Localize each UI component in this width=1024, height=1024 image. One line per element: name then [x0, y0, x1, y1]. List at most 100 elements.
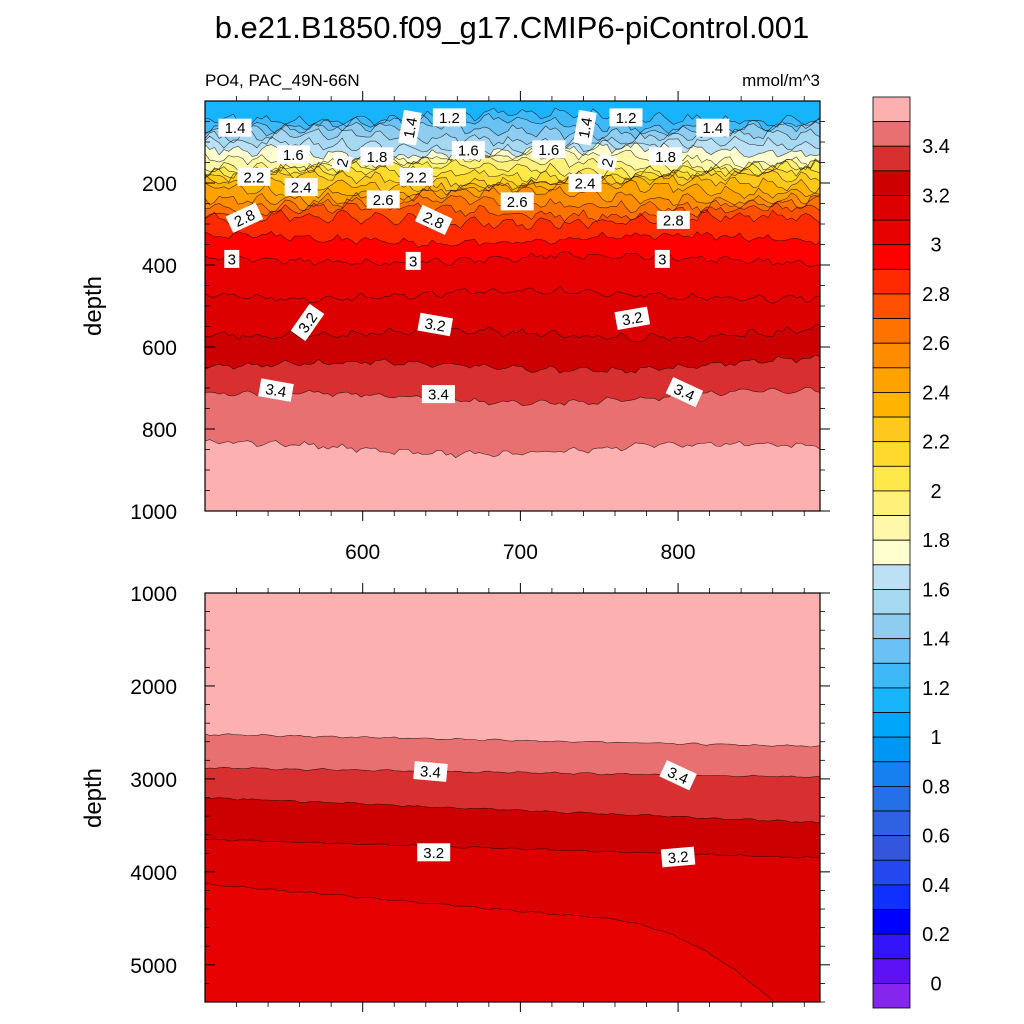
contour-label: 3.2: [417, 312, 454, 337]
upper-contour-2.2: [205, 169, 820, 189]
contour-label-text: 3: [658, 251, 666, 268]
lower-contour-lines: [205, 733, 820, 1002]
y-tick-label: 600: [142, 337, 177, 360]
colorbar-box: [872, 441, 911, 467]
colorbar-box: [872, 367, 911, 393]
upper-y-axis-label: depth: [80, 276, 107, 336]
colorbar-box: [872, 810, 911, 837]
colorbar-box: [872, 539, 911, 566]
contour-label-bg: [421, 385, 455, 404]
contour-label-bg: [659, 760, 697, 791]
contour-label-text: 3.2: [667, 849, 689, 868]
contour-label-bg: [665, 376, 704, 408]
upper-contour-2.8: [205, 209, 820, 231]
contour-label: 1.6: [276, 145, 310, 164]
contour-label-bg: [649, 147, 682, 166]
contour-label: 1.4: [696, 118, 730, 137]
contour-label-text: 2.8: [663, 212, 684, 229]
contour-label-text: 3: [409, 253, 417, 270]
figure-title: b.e21.B1850.f09_g17.CMIP6-piControl.001: [215, 10, 810, 45]
y-tick-label: 1000: [130, 501, 177, 524]
contour-label-bg: [573, 109, 597, 146]
contour-label-bg: [660, 846, 696, 868]
contour-label-text: 3.4: [264, 381, 287, 401]
colorbar-box: [872, 958, 911, 984]
upper-contour-3.3: [205, 354, 820, 374]
colorbar-box: [872, 490, 911, 516]
contour-label-bg: [596, 152, 618, 173]
colorbar-box: [872, 318, 911, 344]
upper-contour-labels: 1.4 1.2 1.4 1.4 1.2 1.4 1.6 2 1.8 1.6 1.6 2 1.8 2.2 2.…: [218, 108, 730, 408]
upper-fill-band-3.5: [205, 439, 820, 511]
colorbar-box: [872, 465, 911, 492]
contour-label: 2.2: [237, 167, 271, 186]
upper-right-label: mmol/m^3: [742, 71, 820, 90]
upper-contour-2.1: [205, 163, 820, 185]
colorbar-label: 1: [930, 727, 941, 749]
colorbar-box: [872, 859, 911, 886]
contour-label-bg: [237, 167, 271, 186]
contour-label: 2.4: [568, 174, 602, 193]
colorbar-box: [872, 564, 911, 590]
colorbar-box: [872, 342, 911, 369]
contour-label-text: 1.2: [616, 110, 637, 127]
lower-fill-band-3.1: [205, 883, 775, 1002]
contour-label-bg: [656, 210, 690, 229]
contour-label-text: 1.4: [225, 120, 246, 137]
contour-label: 3: [654, 249, 670, 268]
contour-label-text: 2.6: [373, 192, 394, 209]
contour-label: 3.2: [614, 306, 651, 331]
contour-label-bg: [290, 303, 325, 342]
colorbar-box: [872, 662, 911, 689]
contour-label: 2: [596, 152, 618, 173]
contour-label-bg: [417, 312, 454, 337]
colorbar-box: [872, 145, 911, 172]
colorbar-box: [872, 268, 911, 295]
contour-label-text: 3.4: [419, 763, 441, 782]
contour-label-bg: [532, 140, 566, 159]
colorbar-label: 0.2: [922, 924, 950, 946]
contour-label: 3: [405, 251, 421, 270]
colorbar-label: 3.4: [922, 136, 950, 158]
contour-label: 1.6: [451, 141, 485, 160]
contour-label-bg: [413, 761, 448, 782]
upper-contour-1.9: [205, 154, 820, 174]
colorbar-box: [872, 835, 911, 861]
contour-label: 3.2: [417, 843, 451, 862]
colorbar-label: 1.8: [922, 530, 950, 552]
contour-label: 1.8: [360, 147, 394, 166]
colorbar-label: 2.2: [922, 432, 950, 454]
contour-label: 2.6: [500, 192, 534, 211]
upper-contour-fills: [205, 101, 820, 511]
contour-label-text: 1.4: [401, 116, 421, 139]
contour-label: 2.2: [399, 167, 433, 186]
contour-label-text: 1.4: [576, 116, 596, 139]
colorbar-box: [872, 638, 911, 664]
contour-label: 1.4: [218, 118, 252, 137]
contour-label-bg: [331, 152, 353, 173]
contour-label-bg: [451, 141, 485, 160]
contour-label-bg: [414, 204, 453, 236]
contour-label-text: 1.6: [538, 142, 559, 159]
colorbar-label: 2.6: [922, 333, 950, 355]
colorbar: 0 0.2 0.4 0.6 0.8 1 1.2 1.4 1.6 1.8 2 2.2 2.4 2.6 2.8 3…: [872, 96, 950, 1009]
contour-label-text: 2.2: [243, 169, 264, 186]
contour-label-bg: [276, 145, 310, 164]
colorbar-label: 0.4: [922, 875, 950, 897]
contour-label-text: 2.6: [507, 194, 528, 211]
y-tick-label: 2000: [130, 676, 177, 699]
contour-label-bg: [405, 251, 421, 270]
colorbar-box: [872, 244, 911, 270]
contour-label: 1.2: [609, 108, 643, 127]
colorbar-box: [872, 687, 911, 713]
contour-label-bg: [360, 147, 394, 166]
contour-label-text: 1.6: [458, 143, 479, 160]
contour-label: 3.4: [258, 378, 294, 402]
colorbar-label: 3.2: [922, 185, 950, 207]
y-tick-label: 1000: [130, 583, 177, 606]
contour-label-bg: [225, 202, 264, 233]
upper-contour-2.9: [205, 231, 820, 248]
contour-label-bg: [258, 378, 294, 402]
lower-contour-3.4: [205, 766, 820, 778]
contour-label-text: 1.8: [366, 149, 387, 166]
